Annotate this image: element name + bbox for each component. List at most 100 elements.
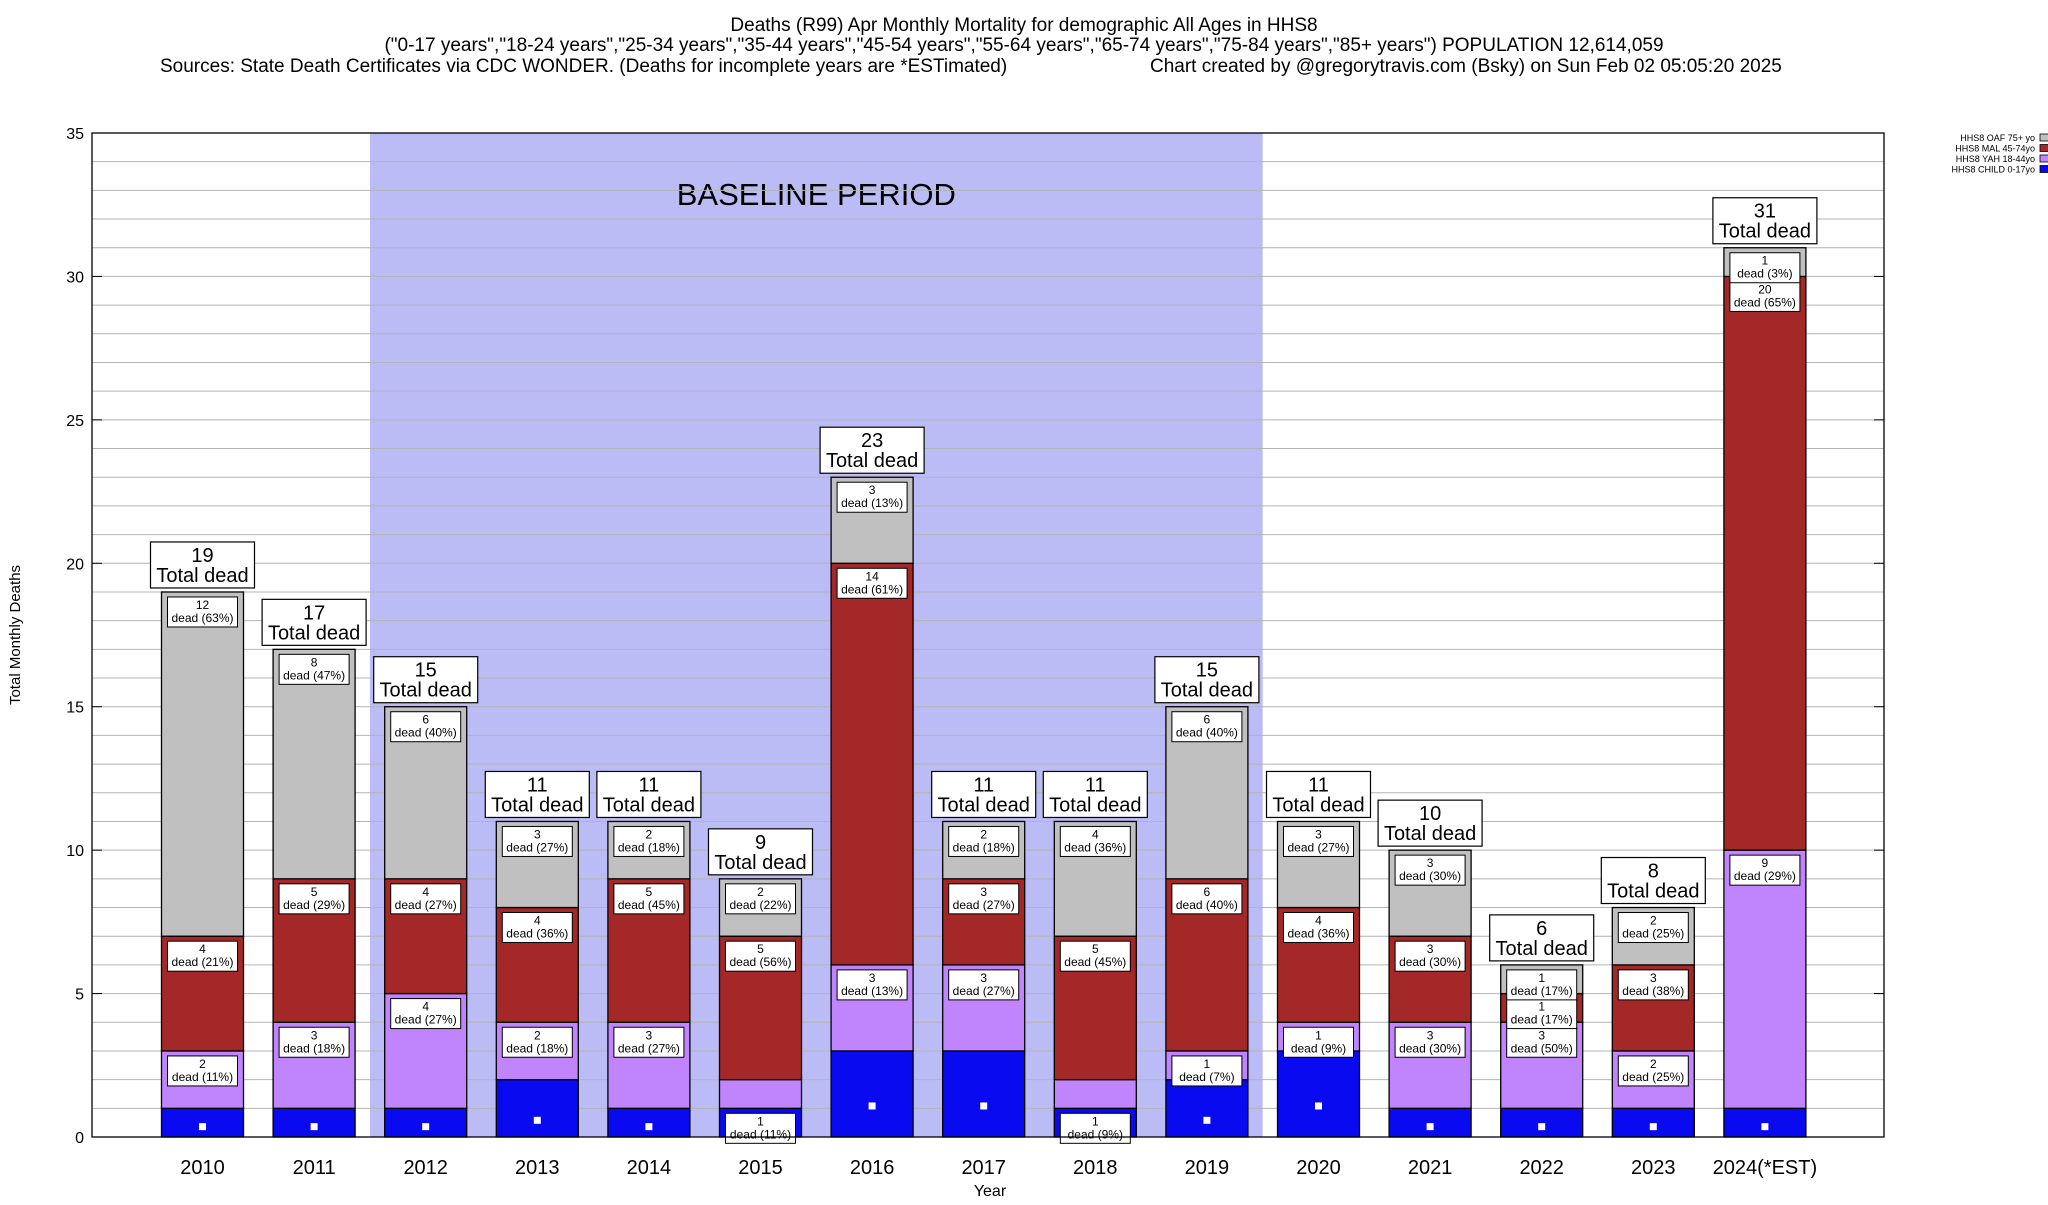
segment-label-pct: dead (13%): [841, 984, 903, 998]
total-label-suffix: Total dead: [1049, 794, 1141, 816]
segment-label-count: 3: [534, 827, 541, 841]
segment-label-pct: dead (25%): [1622, 927, 1684, 941]
segment-label-box: [1617, 912, 1689, 944]
segment-label-box: [278, 883, 350, 915]
segment-label-box: [167, 940, 238, 972]
segment-label-count: 6: [422, 713, 429, 727]
segment-label-box: [725, 1112, 796, 1144]
bar-segment-child: [607, 1107, 691, 1138]
segment-label-pct: dead (13%): [841, 496, 903, 510]
segment-label-pct: dead (30%): [1399, 1041, 1461, 1055]
segment-label-pct: dead (36%): [1287, 927, 1349, 941]
total-label-suffix: Total dead: [938, 794, 1030, 816]
bar-segment-child: [495, 1078, 579, 1138]
segment-label-box: [948, 825, 1020, 857]
segment-label-box: [167, 596, 238, 628]
total-label-value: 19: [191, 545, 213, 567]
segment-label-box: [613, 1026, 685, 1058]
segment-label-box: [836, 567, 908, 599]
segment-label-count: 3: [1315, 827, 1322, 841]
x-tick-label: 2016: [850, 1157, 895, 1179]
total-label-value: 23: [861, 430, 883, 452]
segment-label-box: [1394, 1026, 1466, 1058]
total-label-suffix: Total dead: [1607, 881, 1699, 903]
total-label-box: [373, 656, 479, 704]
segment-label-pct: dead (27%): [395, 1013, 457, 1027]
segment-label-pct: dead (29%): [1734, 869, 1796, 883]
bar-segment-mal: [830, 562, 914, 966]
segment-label-count: 1: [757, 1114, 764, 1128]
total-label-value: 31: [1754, 201, 1776, 223]
total-label-box: [261, 598, 367, 646]
y-tick-label: 20: [66, 556, 84, 573]
bar-marker: [533, 1116, 541, 1124]
segment-label-count: 5: [646, 885, 653, 899]
segment-label-count: 3: [1650, 971, 1657, 985]
total-label-suffix: Total dead: [268, 622, 360, 644]
total-label-value: 11: [527, 774, 548, 796]
segment-label-pct: dead (63%): [171, 611, 233, 625]
segment-label-box: [1171, 711, 1243, 743]
segment-label-count: 3: [1427, 1028, 1434, 1042]
x-tick-label: 2024(*EST): [1713, 1157, 1818, 1179]
x-tick-label: 2021: [1408, 1157, 1453, 1179]
segment-label-pct: dead (17%): [1511, 984, 1573, 998]
total-label-box: [1600, 856, 1706, 905]
bar-marker: [868, 1102, 876, 1110]
segment-label-box: [1506, 969, 1578, 1001]
segment-label-box: [1617, 1055, 1689, 1087]
segment-label-count: 1: [1204, 1057, 1211, 1071]
bar-segment-child: [1723, 1107, 1807, 1138]
total-label-box: [1377, 799, 1483, 847]
legend-label-mal: HHS8 MAL 45-74yo: [1955, 144, 2035, 154]
segment-label-pct: dead (65%): [1734, 295, 1796, 309]
x-tick-label: 2017: [961, 1157, 1006, 1179]
x-tick-label: 2015: [738, 1157, 783, 1179]
segment-label-count: 12: [196, 598, 210, 612]
total-label-box: [1154, 656, 1260, 704]
segment-label-pct: dead (45%): [1064, 955, 1126, 969]
y-axis-label: Total Monthly Deaths: [7, 565, 24, 705]
y-tick-label: 35: [66, 126, 84, 143]
total-label-value: 8: [1648, 861, 1659, 883]
segment-label-count: 3: [1427, 942, 1434, 956]
total-label-value: 15: [415, 660, 437, 682]
segment-label-box: [1394, 940, 1466, 972]
segment-label-count: 1: [1762, 254, 1769, 268]
segment-label-count: 3: [980, 971, 987, 985]
segment-label-box: [1059, 1112, 1131, 1144]
segment-label-pct: dead (27%): [506, 840, 568, 854]
bar-marker: [1203, 1116, 1211, 1124]
segment-label-count: 4: [534, 914, 541, 928]
segment-label-pct: dead (36%): [506, 927, 568, 941]
total-label-suffix: Total dead: [380, 680, 472, 702]
segment-label-box: [1283, 1026, 1354, 1058]
segment-label-box: [836, 969, 908, 1001]
segment-label-count: 3: [646, 1028, 653, 1042]
segment-label-box: [1171, 1055, 1243, 1087]
bar-segment-child: [1388, 1107, 1472, 1138]
x-tick-label: 2022: [1519, 1157, 1564, 1179]
segment-label-count: 3: [980, 885, 987, 899]
segment-label-count: 3: [869, 483, 876, 497]
segment-label-pct: dead (17%): [1511, 1013, 1573, 1027]
bar-segment-child: [384, 1107, 468, 1138]
segment-label-box: [1729, 252, 1801, 284]
segment-label-pct: dead (40%): [1176, 898, 1238, 912]
segment-label-count: 2: [980, 827, 987, 841]
bar-segment-oaf: [272, 648, 356, 880]
segment-label-count: 2: [757, 885, 764, 899]
total-label-box: [1042, 770, 1148, 819]
total-label-suffix: Total dead: [826, 450, 918, 472]
segment-label-box: [1394, 854, 1466, 886]
segment-label-box: [1171, 883, 1243, 915]
total-label-suffix: Total dead: [603, 794, 695, 816]
y-tick-label: 30: [66, 269, 84, 286]
segment-label-count: 4: [422, 1000, 429, 1014]
bar-segment-oaf: [160, 591, 245, 937]
bar-segment-yah: [718, 1078, 803, 1109]
segment-label-count: 4: [199, 942, 206, 956]
segment-label-box: [1729, 854, 1801, 886]
legend-label-child: HHS8 CHILD 0-17yo: [1951, 165, 2035, 175]
